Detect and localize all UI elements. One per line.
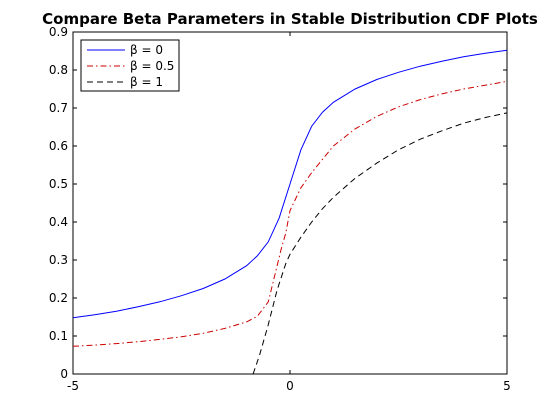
y-tick-label: 0.8 bbox=[49, 63, 68, 77]
legend: β = 0 β = 0.5 β = 1 bbox=[80, 39, 180, 92]
series-lines bbox=[72, 49, 508, 375]
y-tick-label: 0.2 bbox=[49, 291, 68, 305]
chart-title: Compare Beta Parameters in Stable Distri… bbox=[42, 10, 538, 28]
legend-label-beta-0: β = 0 bbox=[130, 43, 163, 57]
x-tick-label: 0 bbox=[286, 379, 294, 393]
y-tick-label: 0.5 bbox=[49, 177, 68, 191]
y-tick-label: 0.1 bbox=[49, 329, 68, 343]
series-line-0 bbox=[72, 49, 508, 319]
y-tick-label: 0.7 bbox=[49, 101, 68, 115]
y-tick-label: 0.6 bbox=[49, 139, 68, 153]
x-tick-label: 5 bbox=[503, 379, 511, 393]
y-tick-label: 0.3 bbox=[49, 253, 68, 267]
legend-label-beta-0-5: β = 0.5 bbox=[130, 59, 174, 73]
legend-label-beta-1: β = 1 bbox=[130, 75, 163, 89]
x-tick-label: -5 bbox=[67, 379, 79, 393]
y-tick-label: 0.9 bbox=[49, 25, 68, 39]
series-line-2 bbox=[252, 112, 508, 375]
y-tick-label: 0.4 bbox=[49, 215, 68, 229]
y-tick-label: 0 bbox=[60, 367, 68, 381]
axis-ticks: 00.10.20.30.40.50.60.70.80.9-5 0 5 bbox=[49, 25, 511, 393]
